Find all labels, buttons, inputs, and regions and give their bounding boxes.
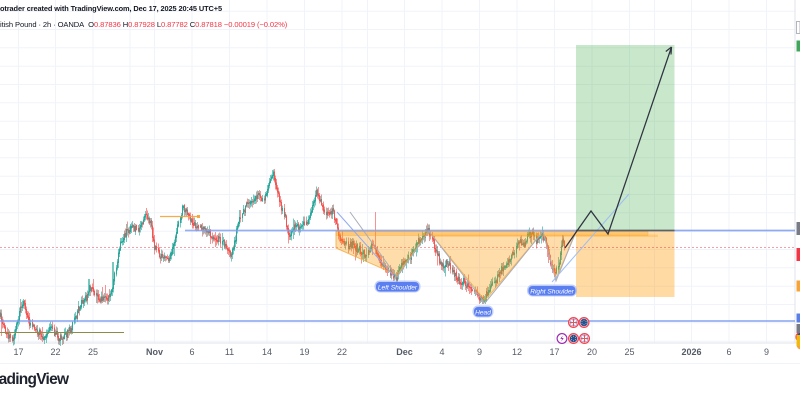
svg-text:11: 11 [225, 347, 234, 357]
svg-text:2026: 2026 [681, 347, 701, 357]
svg-text:9: 9 [477, 347, 482, 357]
svg-text:22: 22 [50, 347, 60, 357]
svg-text:22: 22 [337, 347, 347, 357]
svg-text:20: 20 [587, 347, 597, 357]
svg-text:6: 6 [726, 347, 731, 357]
svg-text:12: 12 [512, 347, 522, 357]
svg-text:Nov: Nov [146, 347, 163, 357]
svg-text:25: 25 [88, 347, 98, 357]
svg-text:9: 9 [764, 347, 769, 357]
svg-text:Left Shoulder: Left Shoulder [378, 284, 418, 291]
svg-text:Right Shoulder: Right Shoulder [530, 288, 574, 295]
svg-text:17: 17 [549, 347, 559, 357]
svg-text:25: 25 [624, 347, 634, 357]
svg-text:14: 14 [262, 347, 272, 357]
svg-text:19: 19 [299, 347, 309, 357]
svg-text:Dec: Dec [396, 347, 413, 357]
svg-text:Head: Head [475, 309, 491, 316]
svg-text:4: 4 [439, 347, 444, 357]
svg-text:17: 17 [13, 347, 23, 357]
svg-text:6: 6 [189, 347, 194, 357]
